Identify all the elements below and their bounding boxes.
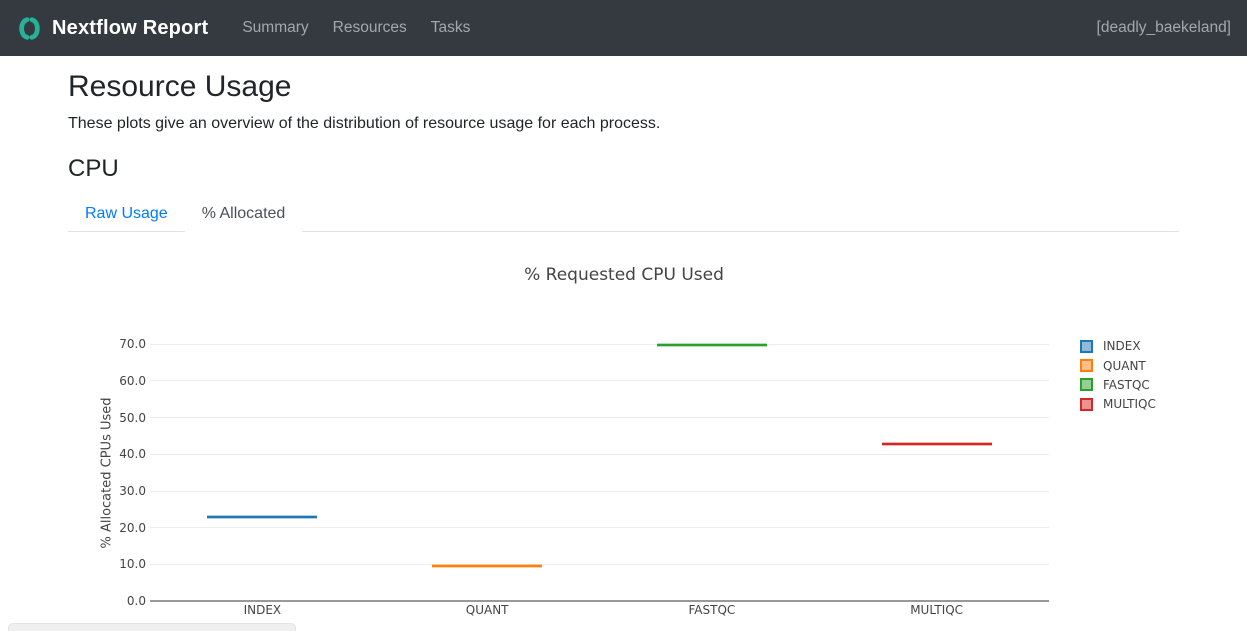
legend-label: MULTIQC (1103, 397, 1156, 412)
section-heading-cpu: CPU (68, 155, 119, 183)
brand-title: Nextflow Report (52, 16, 209, 39)
y-tick-label: 70.0 (119, 337, 146, 352)
cpu-allocated-boxplot: % Requested CPU Used 0.0 10.0 20.0 30.0 40.0 5… (0, 232, 1247, 631)
y-tick-label: 10.0 (119, 557, 146, 572)
legend-swatch-icon (1080, 339, 1093, 353)
boxplot-median-line[interactable] (207, 515, 318, 520)
nav-link-resources[interactable]: Resources (332, 19, 407, 36)
nextflow-logo-icon (16, 15, 43, 42)
legend-label: QUANT (1103, 358, 1146, 373)
gridline (150, 453, 1049, 455)
boxplot-median-line[interactable] (432, 563, 543, 568)
run-name-badge: [deadly_baekeland] (1096, 19, 1231, 36)
legend-item[interactable]: QUANT (1080, 359, 1146, 373)
nav-links: Summary Resources Tasks (234, 11, 1096, 45)
x-axis-line (150, 600, 1049, 603)
legend-label: FASTQC (1103, 377, 1150, 392)
boxplot-median-core (656, 343, 767, 346)
legend-label: INDEX (1103, 339, 1141, 354)
browser-status-bubble (8, 623, 296, 631)
boxplot-median-line[interactable] (881, 441, 992, 446)
boxplot-median-core (207, 516, 318, 519)
y-tick-label: 60.0 (119, 373, 146, 388)
gridline (150, 490, 1049, 492)
boxplot-median-line[interactable] (656, 342, 767, 347)
x-category-label: MULTIQC (910, 603, 964, 618)
x-category-label: FASTQC (688, 603, 736, 618)
x-category-label: INDEX (243, 603, 282, 618)
legend-swatch-icon (1080, 359, 1093, 373)
y-tick-label: 20.0 (119, 520, 146, 535)
navbar-brand[interactable]: Nextflow Report (16, 15, 208, 42)
y-tick-label: 0.0 (126, 594, 146, 609)
y-tick-label: 50.0 (119, 410, 146, 425)
legend-swatch-icon (1080, 397, 1093, 411)
nav-link-tasks[interactable]: Tasks (430, 19, 471, 36)
y-tick-label: 40.0 (119, 447, 146, 462)
legend-item[interactable]: FASTQC (1080, 378, 1150, 392)
gridline (150, 527, 1049, 529)
x-category-label: QUANT (465, 603, 509, 618)
boxplot-median-core (432, 564, 543, 567)
legend-item[interactable]: INDEX (1080, 339, 1141, 353)
legend-item[interactable]: MULTIQC (1080, 397, 1156, 411)
y-axis-title: % Allocated CPUs Used (99, 397, 115, 549)
nav-link-summary[interactable]: Summary (242, 19, 309, 36)
main-content: Resource Usage These plots give an overv… (0, 69, 1247, 233)
chart-title: % Requested CPU Used (524, 265, 724, 286)
page-title: Resource Usage (68, 70, 292, 103)
y-tick-label: 30.0 (119, 484, 146, 499)
page-subtitle: These plots give an overview of the dist… (68, 115, 661, 132)
navbar: Nextflow Report Summary Resources Tasks … (0, 0, 1247, 56)
gridline (150, 343, 1049, 345)
tab-percent-allocated[interactable]: % Allocated (184, 196, 303, 233)
legend-swatch-icon (1080, 378, 1093, 392)
gridline (150, 563, 1049, 565)
cpu-tab-bar: Raw Usage % Allocated (68, 196, 1179, 233)
tab-raw-usage[interactable]: Raw Usage (85, 205, 168, 223)
gridline (150, 417, 1049, 419)
boxplot-median-core (881, 442, 992, 445)
gridline (150, 380, 1049, 382)
